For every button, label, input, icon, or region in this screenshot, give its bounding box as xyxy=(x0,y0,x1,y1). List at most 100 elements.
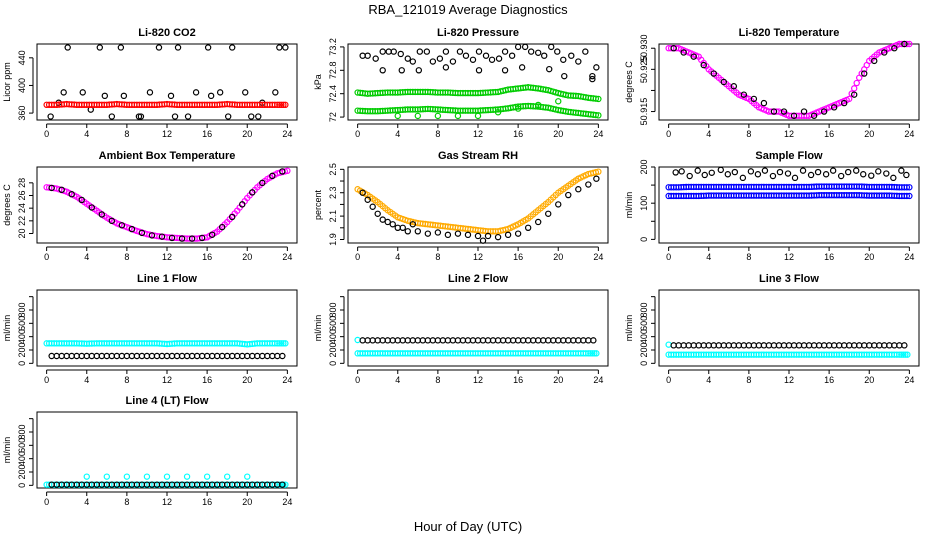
series xyxy=(48,481,286,488)
x-axis: 0 4 8 12 16 20 24 xyxy=(355,246,603,262)
data-point xyxy=(881,49,888,56)
x-axis: 0 4 8 12 16 20 24 xyxy=(44,246,292,262)
x-tick-label: 16 xyxy=(513,129,523,139)
data-point xyxy=(680,49,687,56)
x-tick-label: 16 xyxy=(824,252,834,262)
data-point xyxy=(364,196,371,203)
data-point xyxy=(78,196,85,204)
x-tick-label: 0 xyxy=(666,252,671,262)
data-point xyxy=(710,70,717,77)
data-point xyxy=(482,52,490,59)
plot-frame xyxy=(658,289,920,367)
x-axis: 0 4 8 12 16 20 24 xyxy=(44,491,292,507)
x-tick-label: 24 xyxy=(282,129,292,139)
data-point xyxy=(101,92,109,100)
data-point xyxy=(868,172,875,179)
series xyxy=(359,337,597,344)
data-point xyxy=(555,201,562,208)
data-point xyxy=(68,191,75,198)
data-point xyxy=(454,112,462,120)
data-point xyxy=(79,89,86,96)
data-point xyxy=(903,184,911,191)
x-tick-label: 8 xyxy=(124,252,129,262)
x-tick-label: 4 xyxy=(84,375,89,385)
panel-co2: Li-820 CO2 Licor ppm 0 4 8 12 16 20 24 360 400 440 xyxy=(2,27,298,139)
data-point xyxy=(399,224,406,231)
data-point xyxy=(464,231,472,239)
data-point xyxy=(168,234,176,242)
panel-title: Line 4 (LT) Flow xyxy=(126,395,209,407)
data-point xyxy=(541,52,548,59)
x-axis: 0 4 8 12 16 20 24 xyxy=(666,246,914,262)
x-tick-label: 24 xyxy=(282,252,292,262)
y-tick-label: 0 xyxy=(17,483,27,488)
data-point xyxy=(229,44,236,51)
data-point xyxy=(593,64,600,71)
data-point xyxy=(906,184,913,191)
data-point xyxy=(853,79,860,87)
data-point xyxy=(717,166,724,174)
data-point xyxy=(96,44,103,51)
data-point xyxy=(740,91,748,98)
data-point xyxy=(474,232,482,240)
y-tick-label: 28 xyxy=(17,178,27,188)
data-point xyxy=(155,44,163,51)
panel-title: Li-820 Temperature xyxy=(739,27,840,39)
y-tick-label: 400 xyxy=(328,329,338,344)
data-point xyxy=(280,101,287,109)
data-point xyxy=(454,230,462,237)
x-tick-label: 24 xyxy=(904,129,914,139)
series xyxy=(354,168,602,235)
x-tick-label: 16 xyxy=(513,375,523,385)
x-tick-label: 0 xyxy=(44,129,49,139)
data-point xyxy=(414,112,422,120)
x-tick-label: 0 xyxy=(666,129,671,139)
data-point xyxy=(389,221,396,228)
data-point xyxy=(83,473,90,480)
y-tick-label: 0 xyxy=(328,361,338,366)
plot-frame xyxy=(658,166,920,244)
y-tick-label: 200 xyxy=(328,342,338,357)
data-point xyxy=(587,350,594,357)
panel-title: Li-820 Pressure xyxy=(437,27,519,39)
data-point xyxy=(442,48,450,55)
figure-title: RBA_121019 Average Diagnostics xyxy=(368,2,568,17)
x-tick-label: 8 xyxy=(746,252,751,262)
data-point xyxy=(534,101,542,109)
data-point xyxy=(903,40,911,48)
data-point xyxy=(178,235,186,242)
data-point xyxy=(64,44,71,51)
series xyxy=(665,183,913,191)
data-point xyxy=(837,172,845,180)
data-point xyxy=(678,168,685,175)
data-point xyxy=(279,168,286,175)
y-tick-label: 72.4 xyxy=(328,85,338,103)
y-tick-label: 2.5 xyxy=(328,163,338,176)
y-tick-label: 200 xyxy=(639,159,649,174)
data-point xyxy=(871,57,878,65)
panel-title: Ambient Box Temperature xyxy=(99,150,236,162)
series xyxy=(359,175,600,244)
y-tick-label: 200 xyxy=(17,464,27,479)
data-point xyxy=(527,48,535,55)
data-point xyxy=(269,172,276,180)
data-point xyxy=(906,192,913,200)
data-point xyxy=(592,95,600,102)
y-tick-label: 360 xyxy=(17,106,27,121)
panel-title: Line 3 Flow xyxy=(759,273,819,285)
data-point xyxy=(690,53,697,60)
data-point xyxy=(48,184,55,192)
x-tick-label: 24 xyxy=(593,129,603,139)
series xyxy=(354,84,602,103)
data-point xyxy=(198,234,206,242)
panel-title: Li-820 CO2 xyxy=(138,27,195,39)
x-axis: 0 4 8 12 16 20 24 xyxy=(666,369,914,385)
plot-frame xyxy=(36,411,298,489)
data-point xyxy=(514,230,522,237)
data-point xyxy=(494,109,502,116)
x-tick-label: 0 xyxy=(44,497,49,507)
data-point xyxy=(444,231,452,239)
data-point xyxy=(545,210,552,217)
data-point xyxy=(501,67,509,74)
data-point xyxy=(158,233,166,240)
